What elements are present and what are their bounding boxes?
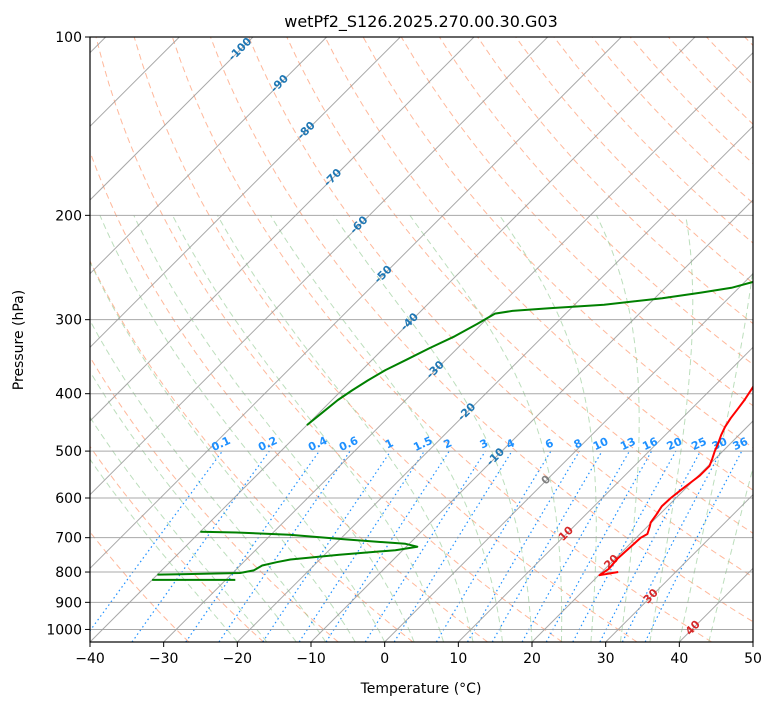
isotherm (90, 37, 254, 201)
isotherm (90, 37, 328, 275)
moist-adiabat (596, 215, 640, 642)
x-tick-label: −40 (75, 651, 105, 667)
dry-adiabat (90, 259, 414, 642)
mixing-ratio-label: 10 (591, 435, 611, 453)
moist-adiabat (678, 265, 753, 642)
isotherm (90, 37, 475, 422)
dry-adiabat (133, 37, 638, 642)
moist-adiabat (499, 215, 597, 642)
x-tick-label: −20 (223, 651, 253, 667)
moist-adiabat (217, 215, 474, 642)
isotherm (163, 51, 753, 642)
mixing-ratio-line (325, 450, 450, 642)
dewpoint-profile (152, 280, 753, 581)
y-axis: 100 200 300 400 500 600 700 800 900 1000 (46, 30, 90, 638)
x-tick-label: 50 (744, 651, 762, 667)
y-tick-label: 500 (55, 444, 82, 460)
moist-adiabat (90, 319, 327, 642)
mixing-ratio-line (466, 450, 580, 642)
y-tick-label: 600 (55, 491, 82, 507)
moist-adiabat (270, 215, 503, 642)
dry-adiabat (210, 37, 753, 623)
y-tick-label: 100 (55, 30, 82, 46)
mixing-ratio-label: 25 (689, 435, 708, 453)
mixing-ratio-label: 36 (731, 435, 751, 453)
x-tick-label: 10 (449, 651, 467, 667)
x-tick-label: −30 (149, 651, 179, 667)
y-tick-label: 1000 (46, 622, 82, 638)
y-tick-label: 400 (55, 387, 82, 403)
dry-adiabat (248, 37, 753, 578)
isotherm (90, 37, 622, 570)
isotherm (310, 199, 753, 642)
moist-adiabat (649, 215, 694, 642)
x-tick-label: 30 (597, 651, 615, 667)
chart-title: wetPf2_S126.2025.270.00.30.G03 (284, 12, 558, 32)
moist-adiabat (333, 215, 533, 642)
moist-adiabat (90, 416, 268, 642)
isotherm (457, 346, 753, 642)
y-axis-title: Pressure (hPa) (11, 290, 27, 390)
y-tick-label: 200 (55, 208, 82, 224)
mixing-ratio-label: 30 (710, 435, 730, 453)
isotherm (90, 37, 549, 496)
mixing-ratio-line (298, 450, 425, 642)
x-axis-title: Temperature (°C) (360, 681, 482, 697)
y-tick-label: 300 (55, 313, 82, 329)
y-tick-label: 900 (55, 595, 82, 611)
mixing-ratio-line (435, 450, 552, 642)
x-tick-label: 0 (380, 651, 389, 667)
moist-adiabat (90, 370, 297, 642)
mixing-ratio-label: 13 (618, 435, 637, 453)
plot-frame (89, 36, 754, 643)
y-tick-label: 700 (55, 531, 82, 547)
dry-adiabat (95, 37, 563, 642)
mixing-ratio-label: 20 (665, 435, 685, 453)
moist-adiabat (409, 215, 563, 642)
dry-adiabat (171, 37, 712, 642)
dry-adiabat (90, 445, 264, 642)
moist-adiabat (90, 458, 238, 642)
x-tick-label: −10 (296, 651, 326, 667)
isotherm (90, 37, 401, 349)
y-tick-label: 800 (55, 565, 82, 581)
x-tick-label: 40 (670, 651, 688, 667)
mixing-ratio-line (599, 450, 702, 642)
mixing-ratio-line (262, 450, 392, 642)
dry-adiabat (515, 37, 753, 284)
isotherm (531, 420, 753, 642)
mixing-ratio-line (185, 450, 320, 642)
moist-adiabat (99, 215, 386, 642)
moist-adiabat (172, 215, 445, 642)
isotherm (90, 37, 696, 642)
isotherm (236, 125, 753, 642)
moist-adiabat (90, 260, 356, 642)
x-axis: −40 −30 −20 −10 0 10 20 30 40 50 (75, 642, 762, 667)
isotherm (605, 493, 753, 642)
x-tick-label: 20 (523, 651, 541, 667)
mixing-ratio-line (218, 450, 351, 642)
mixing-ratio-line (572, 450, 677, 642)
isotherm (384, 272, 753, 642)
mixing-ratio-line (364, 450, 486, 642)
mixing-ratio-label: 16 (640, 435, 660, 453)
moist-adiabat (133, 215, 415, 642)
